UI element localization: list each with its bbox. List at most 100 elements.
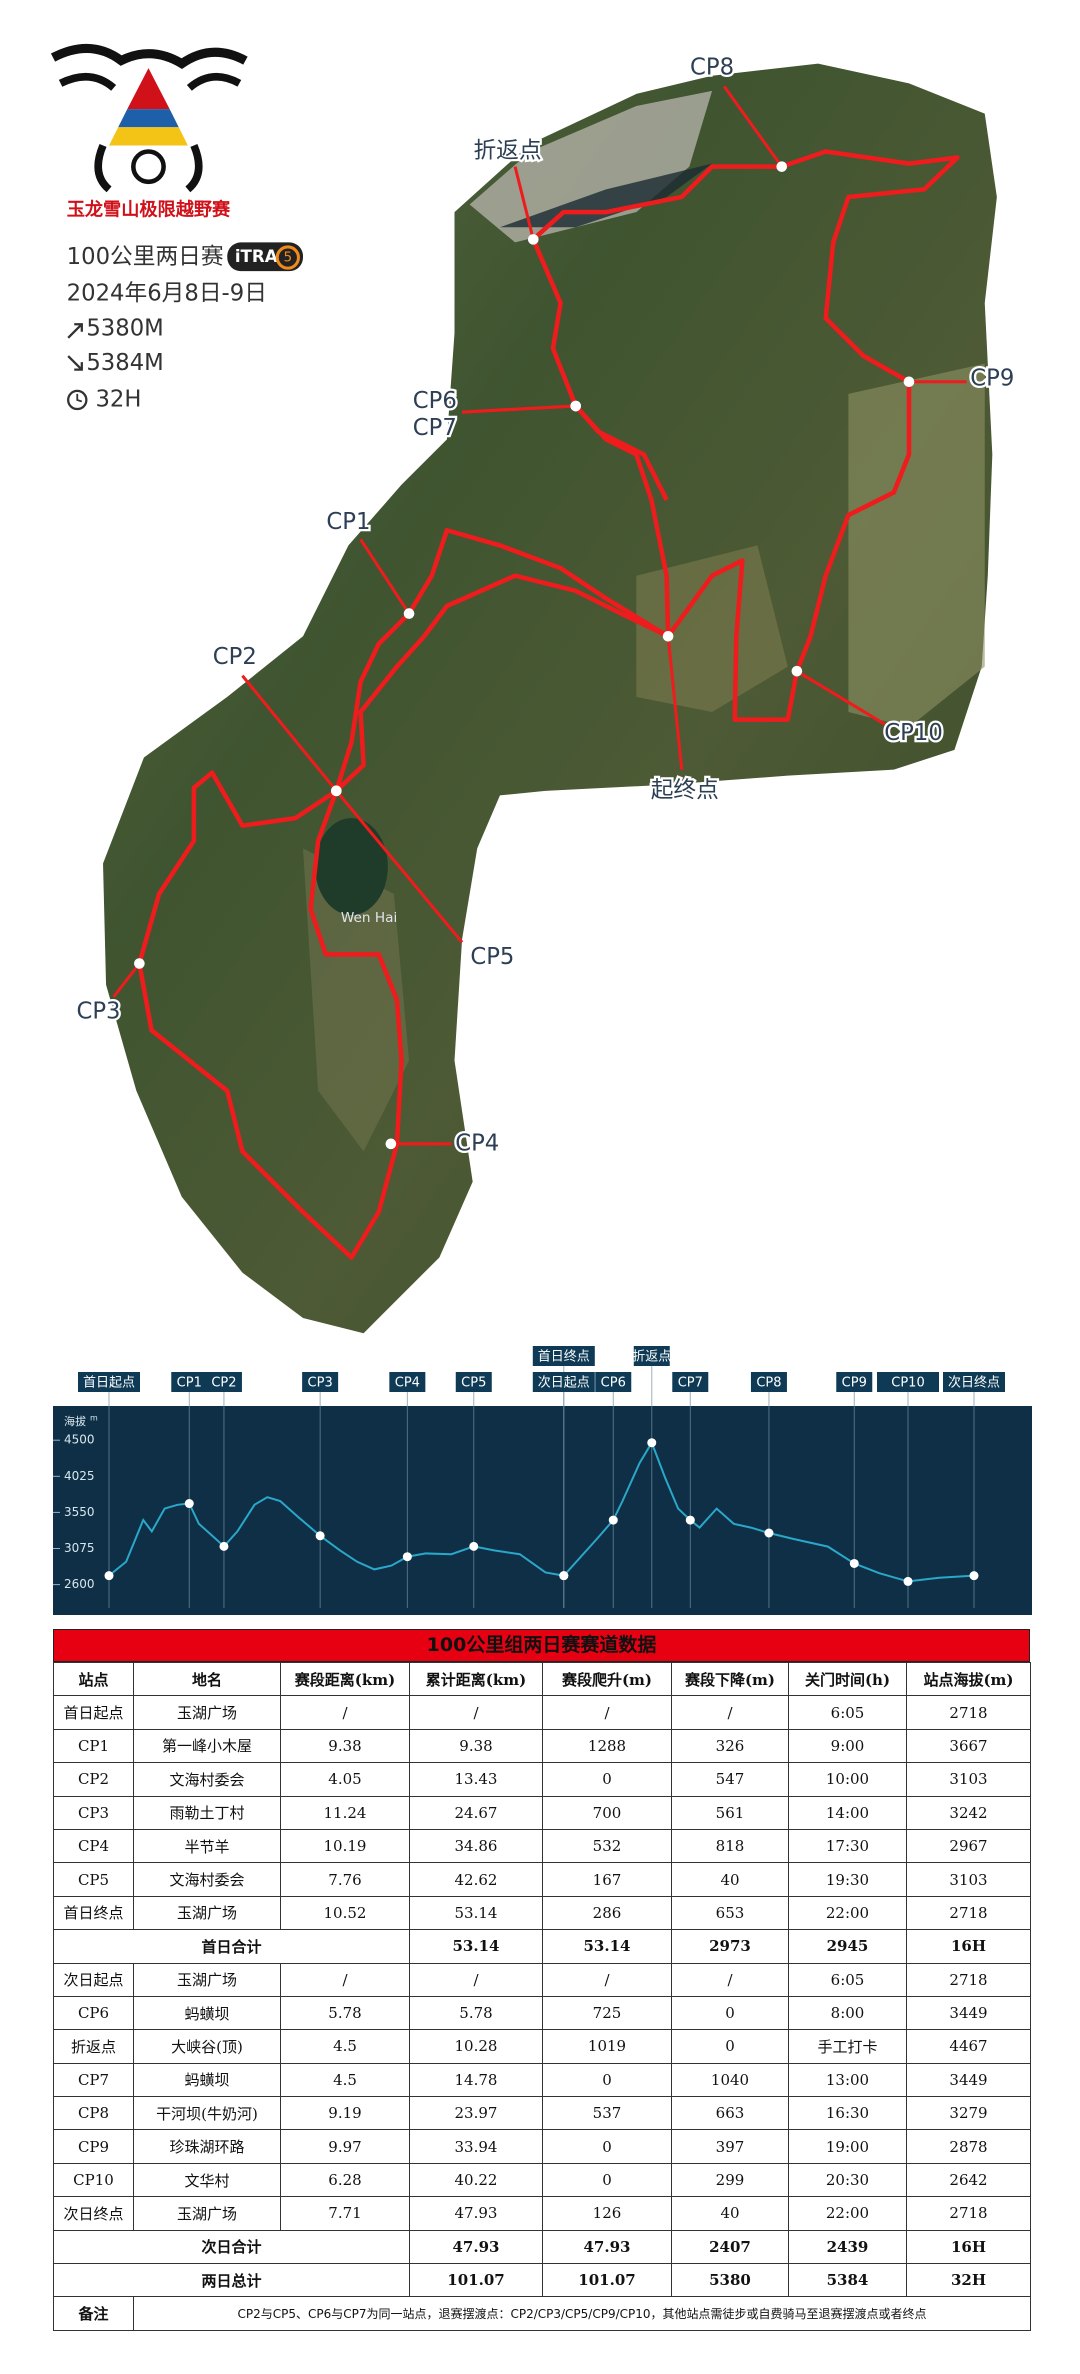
table-cell: 第一峰小木屋: [133, 1728, 281, 1764]
table-cell: 47.93: [409, 2229, 543, 2265]
descent-icon: [67, 355, 83, 371]
note-text: CP2与CP5、CP6与CP7为同一站点，退赛摆渡点：CP2/CP3/CP5/C…: [133, 2296, 1031, 2331]
table-cell: 2439: [788, 2229, 907, 2265]
table-row: 首日终点 玉湖广场 10.52 53.14 286 653 22:00 2718: [53, 1895, 1031, 1931]
station-label: CP9: [842, 1376, 867, 1391]
table-cell: 0: [542, 2129, 672, 2164]
table-cell: 10.19: [280, 1828, 410, 1864]
table-cell: /: [671, 1962, 789, 1997]
table-cell: 24.67: [409, 1795, 543, 1830]
table-cell: 53.14: [409, 1895, 543, 1931]
clock-icon: [67, 389, 88, 411]
header-cell: 站点: [53, 1661, 134, 1697]
table-cell: 8:00: [788, 1995, 907, 2031]
station-label: 首日起点: [83, 1376, 135, 1391]
station-label: CP5: [461, 1376, 486, 1391]
station-label: 次日终点: [948, 1375, 1000, 1391]
table-cell: 16:30: [788, 2096, 907, 2131]
table-cell: 33.94: [409, 2129, 543, 2164]
table-cell: 玉湖广场: [133, 2196, 281, 2231]
table-cell: 4467: [906, 2029, 1031, 2064]
valley: [303, 848, 410, 1152]
station-label-box: [877, 1372, 940, 1392]
ascent: 5380M: [86, 315, 163, 341]
checkpoint-point: [315, 1531, 325, 1541]
table-cell: 13.43: [409, 1762, 543, 1797]
checkpoint-dot: [570, 400, 582, 412]
data-table: 100公里组两日赛赛道数据 站点 地名 赛段距离(km) 累计距离(km) 赛段爬升(m…: [53, 1629, 1031, 2331]
table-cell: 10.28: [409, 2029, 543, 2064]
table-cell: 珍珠湖环路: [133, 2129, 281, 2164]
clock-hand: [76, 393, 83, 403]
table-cell: 蚂蟥坝: [133, 2062, 281, 2098]
map-label: CP10: [884, 720, 942, 746]
descent: 5384M: [86, 350, 163, 376]
map-label: CP5: [470, 944, 514, 970]
table-cell: 大峡谷(顶): [133, 2029, 281, 2064]
table-cell: 3103: [906, 1762, 1031, 1797]
y-tick-label: 3075: [64, 1541, 95, 1555]
table-cell: 文海村委会: [133, 1762, 281, 1797]
y-tick-label: 4025: [64, 1469, 95, 1483]
table-cell: CP8: [53, 2096, 134, 2131]
table-cell: 2718: [906, 1895, 1031, 1931]
table-cell: 532: [542, 1828, 672, 1864]
station-label: CP4: [395, 1376, 420, 1391]
header-cell: 赛段距离(km): [280, 1661, 410, 1697]
table-cell: 9.19: [280, 2096, 410, 2131]
y-axis-label: 海拔: [64, 1414, 86, 1428]
table-cell: /: [409, 1962, 543, 1997]
table-cell: CP4: [53, 1828, 134, 1864]
table-row: CP1 第一峰小木屋 9.38 9.38 1288 326 9:00 3667: [53, 1728, 1031, 1764]
table-cell: 10.52: [280, 1895, 410, 1931]
table-cell: 47.93: [409, 2196, 543, 2231]
table-cell: 40: [671, 2196, 789, 2231]
table-cell: 6.28: [280, 2162, 410, 2198]
map-label: CP6: [413, 388, 457, 414]
table-row: 次日终点 玉湖广场 7.71 47.93 126 40 22:00 2718: [53, 2196, 1031, 2231]
table-cell: 725: [542, 1995, 672, 2031]
table-cell: 42.62: [409, 1862, 543, 1897]
table-cell: 16H: [906, 2229, 1031, 2265]
itra-points: 5: [284, 250, 293, 266]
table-cell: 文华村: [133, 2162, 281, 2198]
table-cell: CP1: [53, 1728, 134, 1764]
summary-row: 次日合计 47.93 47.93 2407 2439 16H: [53, 2229, 1031, 2265]
table-cell: 2718: [906, 1962, 1031, 1997]
map-label: CP1: [326, 509, 370, 535]
table-cell: 3449: [906, 2062, 1031, 2098]
checkpoint-point: [849, 1558, 859, 1568]
table-cell: 6:05: [788, 1962, 907, 1997]
station-label-box: [750, 1372, 787, 1392]
station-label: CP1: [177, 1376, 202, 1391]
table-cell: 折返点: [53, 2029, 134, 2064]
note-label: 备注: [53, 2296, 134, 2331]
checkpoint-dot: [662, 630, 674, 642]
table-cell: 3279: [906, 2096, 1031, 2131]
header-cell: 赛段下降(m): [671, 1661, 789, 1697]
leader-line: [112, 962, 141, 998]
table-cell: 47.93: [542, 2229, 672, 2265]
table-cell: 22:00: [788, 2196, 907, 2231]
table-cell: CP9: [53, 2129, 134, 2164]
table-cell: 4.5: [280, 2062, 410, 2098]
checkpoint-point: [647, 1438, 657, 1448]
checkpoint-point: [608, 1515, 618, 1525]
header-cell: 累计距离(km): [409, 1661, 543, 1697]
table-cell: 19:00: [788, 2129, 907, 2164]
logo-text: 玉龙雪山极限越野赛: [67, 199, 231, 221]
table-cell: 首日起点: [53, 1695, 134, 1730]
table-cell: 40: [671, 1862, 789, 1897]
table-cell: /: [671, 1695, 789, 1730]
table-cell: 0: [542, 1762, 672, 1797]
table-cell: 23.97: [409, 2096, 543, 2131]
checkpoint-point: [764, 1528, 774, 1538]
table-cell: CP6: [53, 1995, 134, 2031]
table-cell: 700: [542, 1795, 672, 1830]
table-cell: 玉湖广场: [133, 1695, 281, 1730]
map-label: CP9: [970, 365, 1014, 391]
logo: [50, 43, 248, 193]
table-row: CP8 干河坝(牛奶河) 9.19 23.97 537 663 16:30 3279: [53, 2096, 1031, 2131]
table-cell: 2642: [906, 2162, 1031, 2198]
table-cell: 首日合计: [53, 1929, 410, 1964]
